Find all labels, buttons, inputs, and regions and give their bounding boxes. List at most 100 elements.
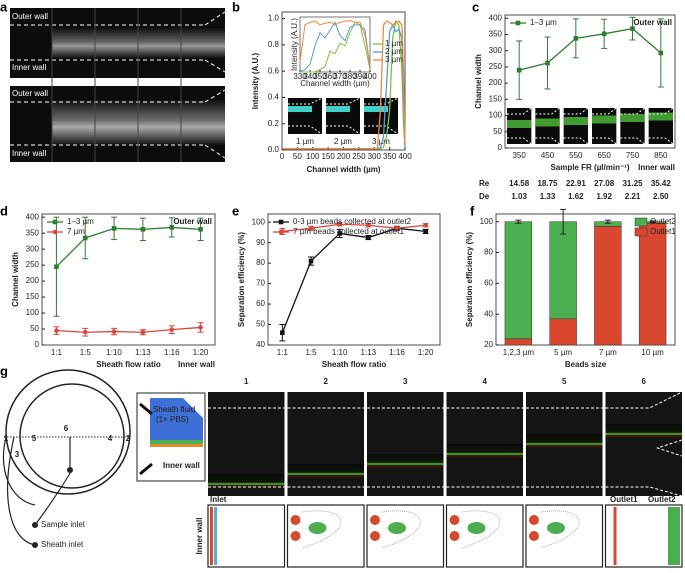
thumbnail	[563, 108, 588, 144]
series-line	[281, 227, 426, 333]
spiral	[19, 383, 125, 489]
sample-stream	[150, 440, 203, 444]
x-tick-label: 1:10	[106, 348, 122, 357]
x-tick-label: 550	[569, 151, 583, 160]
plot-frame	[504, 14, 676, 149]
y-tick-label: 90	[256, 238, 265, 247]
wall-label: Inner wall	[12, 63, 46, 72]
vortex	[302, 510, 342, 549]
row-value: 31.25	[622, 179, 643, 188]
y-tick-label: 0.4	[268, 93, 280, 102]
marker	[516, 67, 522, 73]
y-tick-label: 0	[35, 340, 40, 349]
y-tick-label: 80	[256, 258, 265, 267]
particle	[388, 522, 406, 534]
row-value: 18.75	[537, 179, 558, 188]
frame-number: 4	[483, 377, 488, 386]
x-tick-label: 850	[654, 151, 668, 160]
marker	[573, 36, 579, 41]
legend-label: 3 µm	[385, 55, 403, 64]
thumbnail	[326, 98, 360, 134]
marker	[337, 221, 342, 227]
x-tick-label: 10 µm	[641, 348, 664, 357]
row-value: 1.03	[511, 192, 527, 201]
thumbnail-stream	[507, 120, 532, 128]
inset-x-tick-label: 350	[313, 72, 327, 81]
x-tick-label: 250	[352, 152, 366, 161]
legend-label: Outlet2	[650, 217, 676, 226]
x-tick-label: 1:5	[80, 348, 92, 357]
vortex	[461, 510, 501, 549]
thumbnail-wall	[563, 107, 589, 145]
sheath-fluid	[150, 398, 203, 440]
x-tick-label: 1:16	[164, 348, 180, 357]
marker	[280, 330, 285, 336]
legend-label: 7 µm beads collected at outlet1	[293, 227, 404, 236]
thumbnail-wall	[592, 107, 617, 145]
marker	[54, 264, 59, 270]
y-tick-label: 100	[480, 217, 494, 226]
y-axis-label: Channel width	[474, 54, 483, 109]
x-tick-label: 350	[383, 152, 397, 161]
particle	[467, 522, 486, 534]
micrograph-stream	[287, 464, 364, 478]
row-value: 2.21	[625, 192, 641, 201]
image-label: 3 µm	[372, 137, 390, 146]
panel-letter: g	[0, 363, 8, 378]
x-tick-label: 650	[597, 151, 611, 160]
micrograph-stream	[208, 474, 285, 488]
x-tick-label: 450	[541, 151, 555, 160]
legend-swatch	[634, 217, 648, 227]
spiral-label: 2	[126, 434, 131, 443]
y-tick-label: 300	[26, 244, 40, 253]
bar	[549, 221, 577, 320]
row-value: 2.50	[653, 192, 669, 201]
y-tick-label: 60	[256, 299, 265, 308]
y-tick-label: 0.8	[268, 40, 280, 49]
marker	[658, 50, 664, 56]
panel-letter: b	[232, 0, 240, 14]
inset-x-label: Channel width (µm)	[300, 79, 370, 88]
inset-x-tick-label: 360	[323, 72, 337, 81]
y-tick-label: 80	[484, 248, 493, 257]
particle	[529, 515, 539, 525]
particle	[529, 531, 539, 541]
x-tick-label: 1:20	[418, 348, 434, 357]
x-tick-label: 7 µm	[599, 348, 617, 357]
x-axis-label: Beads size	[565, 360, 607, 369]
x-tick-label: 1:16	[389, 348, 405, 357]
series-line	[282, 223, 426, 233]
bar	[594, 226, 622, 346]
wall-label: Outer wall	[12, 89, 48, 98]
frame-number: 3	[403, 377, 408, 386]
frame-number: 1	[244, 377, 249, 386]
wall-annotation: Outer wall	[633, 18, 672, 27]
marker	[82, 235, 88, 241]
marker	[423, 229, 428, 234]
marker	[423, 222, 428, 228]
wall-label: Inner wall	[12, 149, 46, 158]
y-tick-label: 350	[26, 228, 40, 237]
marker	[140, 329, 146, 335]
thumbnail-stream	[535, 118, 560, 127]
thumbnail-wall	[620, 107, 645, 145]
x-tick-label: 400	[398, 152, 412, 161]
panel-letter: c	[472, 0, 479, 14]
spiral-label: 4	[108, 434, 113, 443]
wall-line	[367, 407, 444, 488]
wall-lines	[10, 11, 226, 159]
x-tick-label: 1:13	[361, 348, 377, 357]
thumbnail	[592, 108, 617, 144]
particle	[370, 515, 380, 525]
particle	[547, 522, 565, 534]
y-tick-label: 100	[489, 111, 503, 120]
y-tick-label: 200	[26, 276, 40, 285]
row-value: 35.42	[651, 179, 672, 188]
wall-band	[210, 507, 213, 565]
legend-label: 7 µm	[67, 227, 85, 236]
y-axis-label: Separation efficiency (%)	[465, 232, 474, 327]
spiral-label: 6	[64, 424, 69, 433]
row-label: Re	[479, 179, 490, 188]
x-tick-label: 300	[368, 152, 382, 161]
x-tick-label: 1:10	[332, 348, 348, 357]
